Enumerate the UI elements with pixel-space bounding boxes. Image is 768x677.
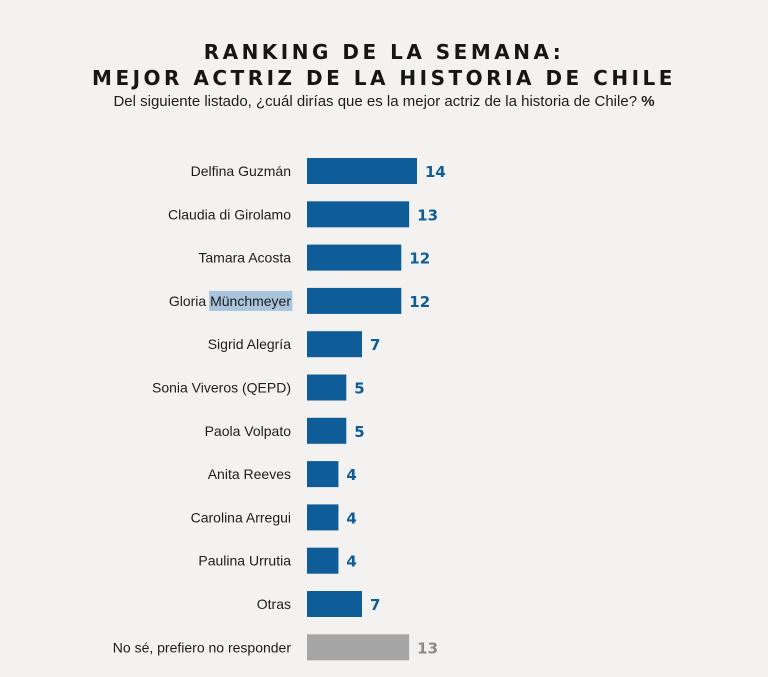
category-label-part: Gloria xyxy=(169,293,210,309)
bar-otras xyxy=(307,591,362,617)
value-label-otras: 7 xyxy=(370,596,380,614)
chart-subtitle: Del siguiente listado, ¿cuál dirías que … xyxy=(0,93,768,110)
value-label-paulina-urrutia: 4 xyxy=(346,553,356,571)
chart-title-line-1: RANKING DE LA SEMANA: xyxy=(203,40,565,64)
text-selection-highlight xyxy=(209,290,293,311)
category-label-claudia-di-girolamo: Claudia di Girolamo xyxy=(168,206,291,222)
category-label-otras: Otras xyxy=(257,596,291,612)
bar-carolina-arregui xyxy=(307,504,339,531)
value-label-anita-reeves: 4 xyxy=(346,466,356,484)
chart-title-line-2: MEJOR ACTRIZ DE LA HISTORIA DE CHILE xyxy=(92,66,676,90)
bar-no-se-prefiero-no-responder xyxy=(307,634,410,661)
value-label-sigrid-alegria: 7 xyxy=(370,336,380,354)
value-label-claudia-di-girolamo: 13 xyxy=(417,206,438,224)
bar-anita-reeves xyxy=(307,461,339,488)
category-label-sonia-viveros-qepd: Sonia Viveros (QEPD) xyxy=(152,380,291,396)
bar-sonia-viveros-qepd xyxy=(307,374,347,401)
category-label-paola-volpato: Paola Volpato xyxy=(205,423,292,439)
category-label-no-se-prefiero-no-responder: No sé, prefiero no responder xyxy=(113,639,292,655)
category-label-delfina-guzman: Delfina Guzmán xyxy=(191,163,291,179)
unit-label: % xyxy=(641,93,655,110)
value-label-paola-volpato: 5 xyxy=(354,423,364,441)
bar-tamara-acosta xyxy=(307,244,402,271)
value-label-tamara-acosta: 12 xyxy=(409,250,430,268)
category-label-carolina-arregui: Carolina Arregui xyxy=(191,509,291,525)
value-label-carolina-arregui: 4 xyxy=(346,509,356,527)
bar-claudia-di-girolamo xyxy=(307,201,410,228)
category-label-paulina-urrutia: Paulina Urrutia xyxy=(198,553,291,569)
subtitle-text: Del siguiente listado, ¿cuál dirías que … xyxy=(113,93,638,110)
category-label-highlighted-part: Münchmeyer xyxy=(210,293,291,309)
bar-gloria-munchmeyer xyxy=(307,287,402,314)
category-label-gloria-munchmeyer: Gloria Münchmeyer xyxy=(169,293,291,309)
category-label-sigrid-alegria: Sigrid Alegría xyxy=(208,336,291,352)
bar-delfina-guzman xyxy=(307,158,417,184)
bar-sigrid-alegria xyxy=(307,331,362,358)
value-label-gloria-munchmeyer: 12 xyxy=(409,293,430,311)
category-label-tamara-acosta: Tamara Acosta xyxy=(198,250,291,266)
value-label-no-se-prefiero-no-responder: 13 xyxy=(417,639,438,657)
bar-paola-volpato xyxy=(307,417,347,444)
bar-paulina-urrutia xyxy=(307,547,339,574)
value-label-sonia-viveros-qepd: 5 xyxy=(354,380,364,398)
value-label-delfina-guzman: 14 xyxy=(425,163,446,181)
category-label-anita-reeves: Anita Reeves xyxy=(208,466,291,482)
